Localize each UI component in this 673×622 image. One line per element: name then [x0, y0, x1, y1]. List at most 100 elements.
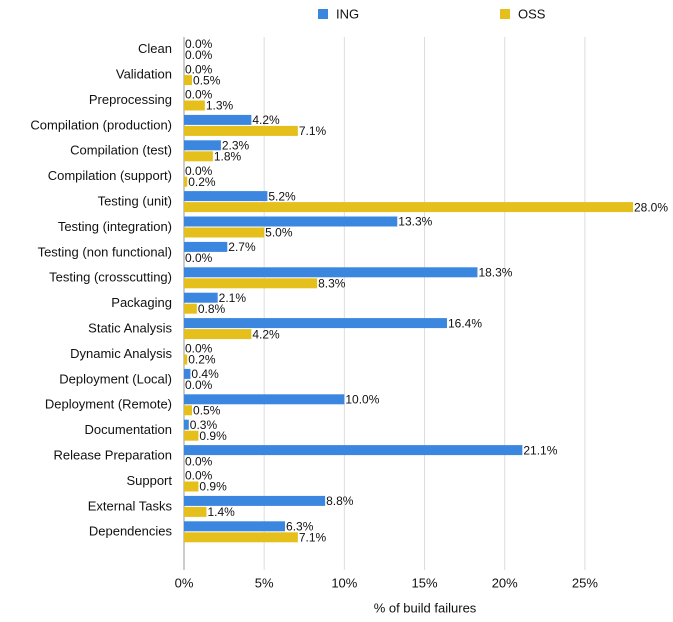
bar: [184, 445, 523, 456]
y-tick-label: Compilation (test): [70, 143, 172, 158]
value-label: 0.8%: [198, 302, 226, 316]
y-tick-label: Static Analysis: [88, 321, 172, 336]
value-label: 0.0%: [185, 37, 213, 51]
value-label: 0.3%: [190, 418, 218, 432]
y-tick-label: Deployment (Local): [59, 371, 172, 386]
y-tick-label: Clean: [138, 41, 172, 56]
y-tick-label: Testing (non functional): [38, 244, 172, 259]
x-tick-label: 0%: [175, 575, 194, 590]
bar: [184, 292, 218, 303]
bar: [184, 278, 318, 289]
value-label: 8.3%: [318, 276, 346, 290]
y-tick-label: Dynamic Analysis: [70, 346, 172, 361]
value-label: 2.7%: [228, 240, 256, 254]
bar: [184, 191, 268, 202]
bar: [184, 506, 207, 517]
value-label: 1.4%: [207, 505, 235, 519]
y-tick-label: Packaging: [111, 295, 172, 310]
legend-label: ING: [336, 6, 359, 21]
y-tick-label: Documentation: [85, 422, 172, 437]
bar: [184, 430, 199, 441]
y-tick-label: Testing (integration): [58, 219, 172, 234]
value-label: 0.9%: [199, 429, 227, 443]
value-label: 0.0%: [185, 251, 213, 265]
y-tick-label: Dependencies: [89, 524, 173, 539]
value-label: 21.1%: [523, 443, 557, 457]
y-tick-label: Deployment (Remote): [45, 397, 172, 412]
value-label: 0.2%: [188, 175, 216, 189]
y-tick-label: Support: [126, 473, 172, 488]
x-tick-label: 5%: [255, 575, 274, 590]
bar: [184, 216, 398, 227]
value-label: 2.3%: [222, 138, 250, 152]
y-tick-label: External Tasks: [88, 498, 173, 513]
value-label: 0.0%: [185, 164, 213, 178]
value-label: 4.2%: [252, 327, 280, 341]
value-label: 0.0%: [185, 454, 213, 468]
bar: [184, 521, 286, 532]
bar: [184, 267, 478, 278]
value-label: 0.4%: [191, 367, 219, 381]
bar: [184, 140, 221, 151]
bar: [184, 419, 189, 430]
value-label: 8.8%: [326, 494, 354, 508]
value-label: 18.3%: [478, 265, 512, 279]
value-label: 7.1%: [299, 530, 327, 544]
y-tick-label: Validation: [116, 67, 172, 82]
bar: [184, 495, 326, 506]
value-label: 10.0%: [345, 392, 379, 406]
value-label: 16.4%: [448, 316, 482, 330]
bar: [184, 176, 188, 187]
bar: [184, 329, 252, 340]
bar: [184, 394, 345, 405]
value-label: 28.0%: [634, 200, 668, 214]
bar: [184, 532, 298, 543]
value-label: 2.1%: [219, 291, 247, 305]
y-tick-label: Compilation (production): [30, 117, 172, 132]
bar: [184, 114, 252, 125]
bar: [184, 125, 298, 136]
value-label: 7.1%: [299, 124, 327, 138]
bar: [184, 368, 191, 379]
value-label: 0.0%: [185, 88, 213, 102]
value-label: 0.0%: [185, 378, 213, 392]
bar: [184, 354, 188, 365]
legend-label: OSS: [518, 6, 546, 21]
legend-swatch: [318, 9, 328, 19]
value-label: 0.0%: [185, 62, 213, 76]
bar: [184, 202, 633, 213]
value-label: 0.9%: [199, 480, 227, 494]
y-tick-label: Testing (crosscutting): [49, 270, 172, 285]
value-label: 0.0%: [185, 469, 213, 483]
bar: [184, 227, 265, 238]
value-label: 0.2%: [188, 353, 216, 367]
value-label: 0.0%: [185, 48, 213, 62]
x-tick-label: 20%: [492, 575, 518, 590]
bar: [184, 405, 193, 416]
x-axis-label: % of build failures: [374, 600, 477, 615]
value-label: 13.3%: [398, 215, 432, 229]
value-label: 1.8%: [214, 149, 242, 163]
bar: [184, 151, 213, 162]
x-tick-label: 25%: [572, 575, 598, 590]
value-label: 1.3%: [206, 99, 234, 113]
value-label: 6.3%: [286, 519, 314, 533]
y-tick-label: Testing (unit): [98, 194, 172, 209]
bar: [184, 303, 197, 314]
x-tick-label: 15%: [412, 575, 438, 590]
value-label: 0.0%: [185, 342, 213, 356]
bar: [184, 100, 205, 111]
value-label: 4.2%: [252, 113, 280, 127]
bar: [184, 318, 447, 329]
y-tick-label: Preprocessing: [89, 92, 172, 107]
value-label: 0.5%: [193, 403, 221, 417]
legend-swatch: [500, 9, 510, 19]
bar: [184, 75, 193, 86]
value-label: 5.0%: [265, 226, 293, 240]
value-label: 5.2%: [268, 189, 296, 203]
x-tick-label: 10%: [331, 575, 357, 590]
y-tick-label: Release Preparation: [53, 448, 172, 463]
y-tick-label: Compilation (support): [48, 168, 172, 183]
value-label: 0.5%: [193, 73, 221, 87]
